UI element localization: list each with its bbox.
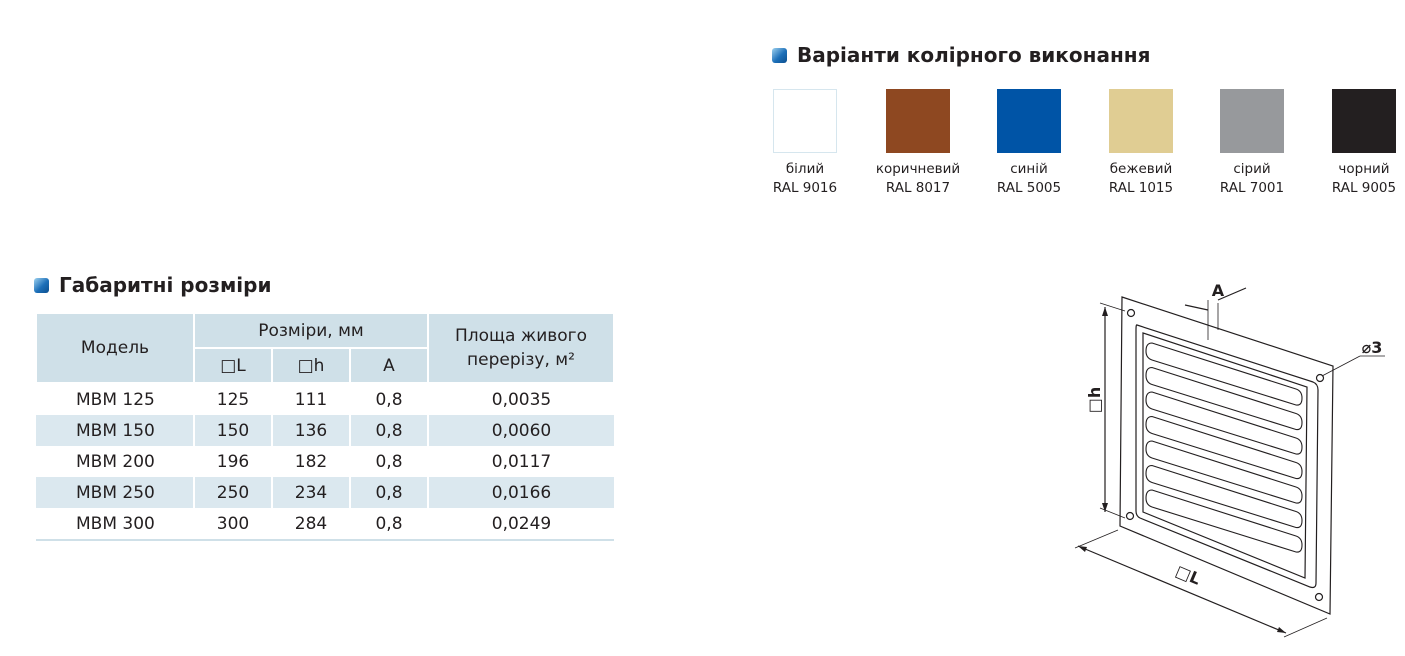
colors-title: Варіанти колірного виконання	[797, 43, 1151, 67]
louvers	[1145, 342, 1303, 553]
label-h: □h	[1085, 387, 1104, 414]
ext-line	[1283, 617, 1328, 638]
dim-line	[1184, 304, 1209, 311]
ext-line	[1074, 529, 1119, 549]
table-cell: 150	[193, 415, 272, 446]
louver	[1145, 391, 1303, 455]
hole	[1125, 511, 1135, 521]
swatch-label: синій RAL 5005	[969, 160, 1089, 198]
ext-line	[1099, 302, 1126, 312]
table-cell: 0,0166	[427, 477, 614, 508]
swatch-label: білий RAL 9016	[745, 160, 865, 198]
swatch	[1332, 89, 1396, 153]
table-row: МВМ 250 250 234 0,8 0,0166	[36, 477, 614, 508]
table-cell: 0,8	[349, 446, 428, 477]
louver	[1145, 342, 1303, 406]
table-cell: 125	[193, 383, 272, 415]
frame-inner	[1142, 332, 1308, 579]
dim-line	[1217, 287, 1247, 301]
color-code: RAL 9005	[1331, 180, 1397, 196]
grille-drawing: A □h □L ⌀3	[1074, 281, 1385, 638]
color-code: RAL 7001	[1219, 180, 1285, 196]
table-cell: 0,0117	[427, 446, 614, 477]
color-code: RAL 5005	[996, 180, 1062, 196]
table-cell: 136	[271, 415, 350, 446]
table-cell: 300	[193, 508, 272, 541]
header-cell: Модель	[35, 312, 195, 384]
dimensions-table: Модель Розміри, мм Площа живого перерізу…	[35, 312, 615, 541]
louver	[1145, 464, 1303, 529]
dimensions-heading: Габаритні розміри	[34, 273, 271, 297]
table-cell: 0,8	[349, 415, 428, 446]
table-cell: 0,0035	[427, 383, 614, 415]
table-cell: 234	[271, 477, 350, 508]
swatch	[1109, 89, 1173, 153]
table-row: МВМ 125 125 111 0,8 0,0035	[36, 383, 614, 415]
dim-line	[1077, 545, 1287, 634]
ext-line	[1099, 507, 1126, 519]
color-name: білий	[785, 161, 825, 177]
hole	[1126, 308, 1136, 318]
swatch-label: коричневий RAL 8017	[858, 160, 978, 198]
table-row: МВМ 300 300 284 0,8 0,0249	[36, 508, 614, 541]
table-cell: МВМ 200	[76, 451, 155, 472]
table-cell: 0,8	[349, 477, 428, 508]
table-cell: 111	[271, 383, 350, 415]
swatch	[997, 89, 1061, 153]
table-cell: 0,0060	[427, 415, 614, 446]
bullet	[34, 277, 49, 293]
table-cell: 196	[193, 446, 272, 477]
table-cell: 0,0249	[427, 508, 614, 541]
table-cell: 0,8	[349, 383, 428, 415]
color-name: бежевий	[1109, 161, 1173, 177]
leader	[1321, 355, 1361, 377]
header-cell: □L	[193, 347, 273, 384]
table-cell: 182	[271, 446, 350, 477]
color-code: RAL 1015	[1108, 180, 1174, 196]
swatch-label: чорний RAL 9005	[1304, 160, 1405, 198]
hole	[1315, 373, 1325, 383]
color-name: коричневий	[875, 161, 961, 177]
swatch-label: сірий RAL 7001	[1192, 160, 1312, 198]
table-cell: 250	[193, 477, 272, 508]
louver	[1145, 415, 1303, 480]
header-cell: Розміри, мм	[193, 312, 429, 349]
bullet	[772, 47, 787, 63]
louver	[1145, 366, 1303, 431]
table-cell: МВМ 150	[36, 415, 194, 446]
color-name: чорний	[1338, 161, 1390, 177]
color-code: RAL 9016	[772, 180, 838, 196]
label-hole: ⌀3	[1362, 338, 1383, 357]
swatch-label: бежевий RAL 1015	[1081, 160, 1201, 198]
table-body: МВМ 125 125 111 0,8 0,0035 МВМ 150 150 136 0,8 0,…	[36, 383, 614, 541]
table-cell: МВМ 250	[36, 477, 194, 508]
table-row: МВМ 150 150 136 0,8 0,0060	[36, 415, 614, 446]
hole	[1314, 592, 1324, 602]
table-cell: МВМ 300	[36, 508, 194, 541]
table-cell: 0,8	[349, 508, 428, 541]
label-l: □L	[1173, 561, 1204, 588]
header-cell: A	[349, 347, 429, 384]
table-cell: МВМ 125	[76, 389, 155, 410]
header-cell: □h	[271, 347, 351, 384]
color-name: синій	[1010, 161, 1048, 177]
swatch	[773, 89, 837, 153]
louver	[1145, 489, 1303, 553]
frame-outer	[1135, 324, 1319, 589]
label-a: A	[1212, 281, 1225, 300]
table-row: МВМ 200 196 182 0,8 0,0117	[36, 446, 614, 477]
color-name: сірий	[1233, 161, 1271, 177]
colors-heading: Варіанти колірного виконання	[772, 43, 1150, 67]
swatch	[1220, 89, 1284, 153]
swatch	[886, 89, 950, 153]
header-cell: Площа живого перерізу, м²	[427, 312, 615, 384]
dimensions-title: Габаритні розміри	[59, 273, 272, 297]
louver	[1145, 440, 1303, 504]
color-code: RAL 8017	[885, 180, 951, 196]
table-cell: 284	[271, 508, 350, 541]
